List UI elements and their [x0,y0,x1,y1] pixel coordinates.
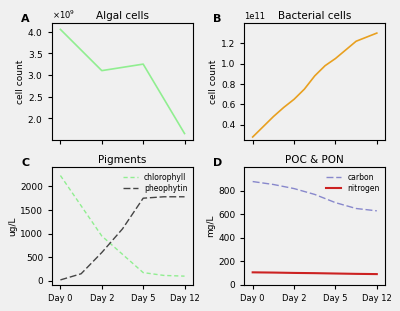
nitrogen [374,272,379,276]
carbon [354,207,358,210]
nitrogen [312,271,317,275]
Text: B: B [214,13,222,24]
chlorophyll [99,234,104,238]
nitrogen [292,271,296,275]
nitrogen [250,271,255,274]
chlorophyll [162,274,166,277]
Legend: carbon, nitrogen: carbon, nitrogen [324,171,381,195]
pheophytin [79,272,84,276]
carbon [271,183,276,186]
chlorophyll [141,271,146,275]
Text: A: A [21,13,30,24]
Line: nitrogen: nitrogen [253,272,377,274]
Legend: chlorophyll, pheophytin: chlorophyll, pheophytin [121,171,189,195]
carbon [333,201,338,205]
Line: carbon: carbon [253,182,377,211]
Text: C: C [21,158,29,168]
Title: Algal cells: Algal cells [96,11,149,21]
pheophytin [99,251,104,254]
chlorophyll [58,174,63,177]
Title: Pigments: Pigments [98,155,147,165]
Text: D: D [214,158,223,168]
pheophytin [58,278,63,282]
pheophytin [162,195,166,199]
nitrogen [271,271,276,274]
carbon [374,209,379,213]
Line: chlorophyll: chlorophyll [60,175,184,276]
carbon [250,180,255,183]
chlorophyll [182,274,187,278]
nitrogen [354,272,358,276]
nitrogen [333,272,338,275]
pheophytin [182,195,187,199]
Title: Bacterial cells: Bacterial cells [278,11,352,21]
Line: pheophytin: pheophytin [60,197,184,280]
pheophytin [120,227,125,231]
Y-axis label: mg/L: mg/L [206,215,215,237]
Y-axis label: ug/L: ug/L [8,216,17,236]
Y-axis label: cell count: cell count [16,59,25,104]
carbon [312,193,317,196]
Title: POC & PON: POC & PON [285,155,344,165]
pheophytin [141,196,146,200]
Y-axis label: cell count: cell count [209,59,218,104]
carbon [292,187,296,190]
